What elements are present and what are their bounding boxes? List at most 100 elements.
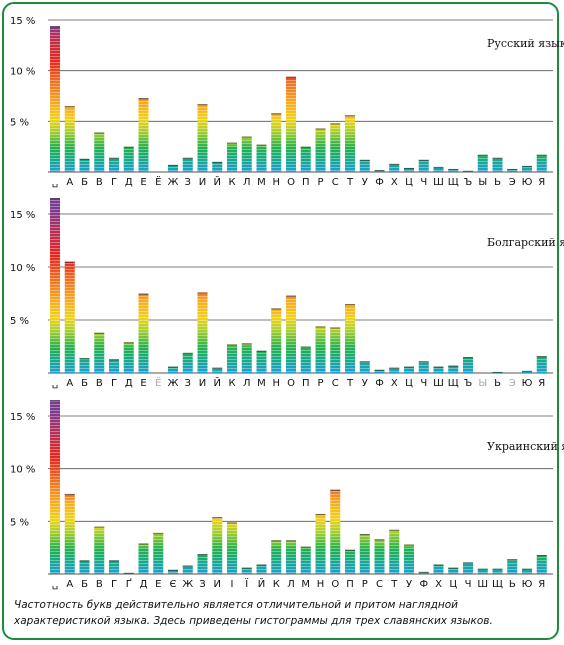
x-tick-label: Л (243, 177, 251, 188)
bar-cap (359, 533, 370, 536)
y-tick-label: 15 % (10, 412, 35, 423)
x-tick-label: Є (170, 579, 177, 590)
bar-stripes (389, 529, 400, 574)
y-tick-label: 10 % (10, 263, 35, 274)
bar-stripes (79, 560, 90, 574)
bar-cap (138, 98, 149, 100)
bar-cap (448, 365, 459, 367)
bar-stripes (418, 361, 429, 373)
bar-cap (345, 304, 355, 306)
bar-stripes (448, 567, 459, 574)
bar-cap (536, 154, 547, 156)
bar-cap (389, 529, 400, 531)
bar-cap (182, 565, 193, 567)
bar-stripes (227, 522, 237, 574)
x-tick-label: А (66, 378, 73, 389)
x-tick-label: И (214, 579, 221, 590)
bar-cap (330, 327, 341, 329)
x-tick-label: Д (125, 378, 133, 389)
bar-cap (256, 564, 267, 566)
bar-stripes (64, 493, 75, 574)
bar-stripes (241, 567, 252, 574)
bar-stripes (94, 132, 105, 172)
bar-stripes (153, 532, 164, 574)
bar-cap (182, 352, 193, 355)
x-tick-label: П (346, 579, 354, 590)
x-tick-label: Ц (405, 378, 413, 389)
bar-cap (300, 546, 311, 548)
bar-cap (507, 168, 518, 171)
bar-stripes (50, 26, 60, 172)
bar-stripes (536, 356, 547, 373)
bar-stripes (212, 161, 223, 172)
x-tick-label: ␣ (52, 378, 58, 389)
bar-stripes (197, 104, 208, 172)
bar-cap (507, 559, 518, 561)
bar-cap (522, 165, 532, 168)
x-tick-label: Я (538, 177, 545, 188)
bar-cap (153, 532, 164, 535)
x-tick-label: Л (243, 378, 251, 389)
x-tick-label: І (231, 579, 234, 590)
bar-Ъ (463, 170, 473, 172)
bar-cap (345, 115, 355, 117)
bar-cap (477, 568, 488, 570)
chart-panel-1: 15 % 10 % 5 % Русский язык ␣ А Б В Г Д Е Ё Ж З И Й К Л М Н О… (10, 16, 564, 188)
x-tick-label: ␣ (52, 177, 58, 188)
bar-cap (64, 106, 75, 108)
bar-cap (418, 571, 429, 574)
x-tick-label: Ч (420, 177, 427, 188)
bar-stripes (330, 489, 341, 574)
bar-stripes (345, 115, 355, 172)
bar-cap (359, 361, 370, 363)
bar-stripes (286, 76, 296, 172)
x-tick-label: Э (509, 177, 516, 188)
bar-stripes (286, 295, 296, 373)
bar-stripes (345, 304, 355, 373)
x-tick-label: Э (509, 378, 516, 389)
x-tick-label: Х (391, 177, 398, 188)
bar-cap (123, 146, 134, 148)
bar-stripes (448, 365, 459, 373)
bar-stripes (271, 113, 282, 172)
bar-stripes (182, 157, 193, 172)
bar-cap (286, 540, 296, 542)
bar-stripes (138, 543, 149, 574)
x-tick-label: В (96, 177, 103, 188)
bar-stripes (389, 367, 400, 373)
bar-stripes (168, 366, 178, 373)
bar-stripes (433, 166, 444, 172)
bar-cap (271, 308, 282, 310)
x-tick-label: У (362, 378, 368, 389)
x-tick-label: Д (125, 177, 133, 188)
bar-cap (197, 104, 208, 106)
bar-cap (404, 544, 414, 546)
bar-cap (256, 350, 267, 352)
chart-title: Русский язык (487, 37, 564, 50)
bar-cap (241, 136, 252, 138)
x-tick-label: В (96, 579, 103, 590)
bar-stripes (315, 326, 326, 373)
bar-stripes (286, 540, 296, 574)
bar-cap (536, 356, 547, 358)
x-tick-label: Г (111, 177, 117, 188)
bar-cap (315, 326, 326, 328)
bar-stripes (94, 526, 105, 574)
x-tick-label: Т (346, 378, 354, 389)
bar-cap (404, 167, 414, 170)
bar-stripes (315, 128, 326, 172)
x-tick-label: Ґ (126, 577, 132, 590)
x-tick-label: Г (111, 378, 117, 389)
bar-stripes (256, 350, 267, 373)
bar-cap (286, 76, 296, 78)
x-tick-label: Ф (375, 177, 384, 188)
bar-stripes (315, 513, 326, 574)
bar-cap (227, 344, 237, 346)
chart-title: Украинский язык (487, 440, 564, 453)
bar-stripes (79, 158, 90, 172)
x-tick-label: Ш (433, 177, 444, 188)
bar-cap (536, 555, 547, 557)
x-tick-label: Е (155, 579, 161, 590)
bar-stripes (79, 358, 90, 373)
bar-cap (345, 549, 355, 551)
